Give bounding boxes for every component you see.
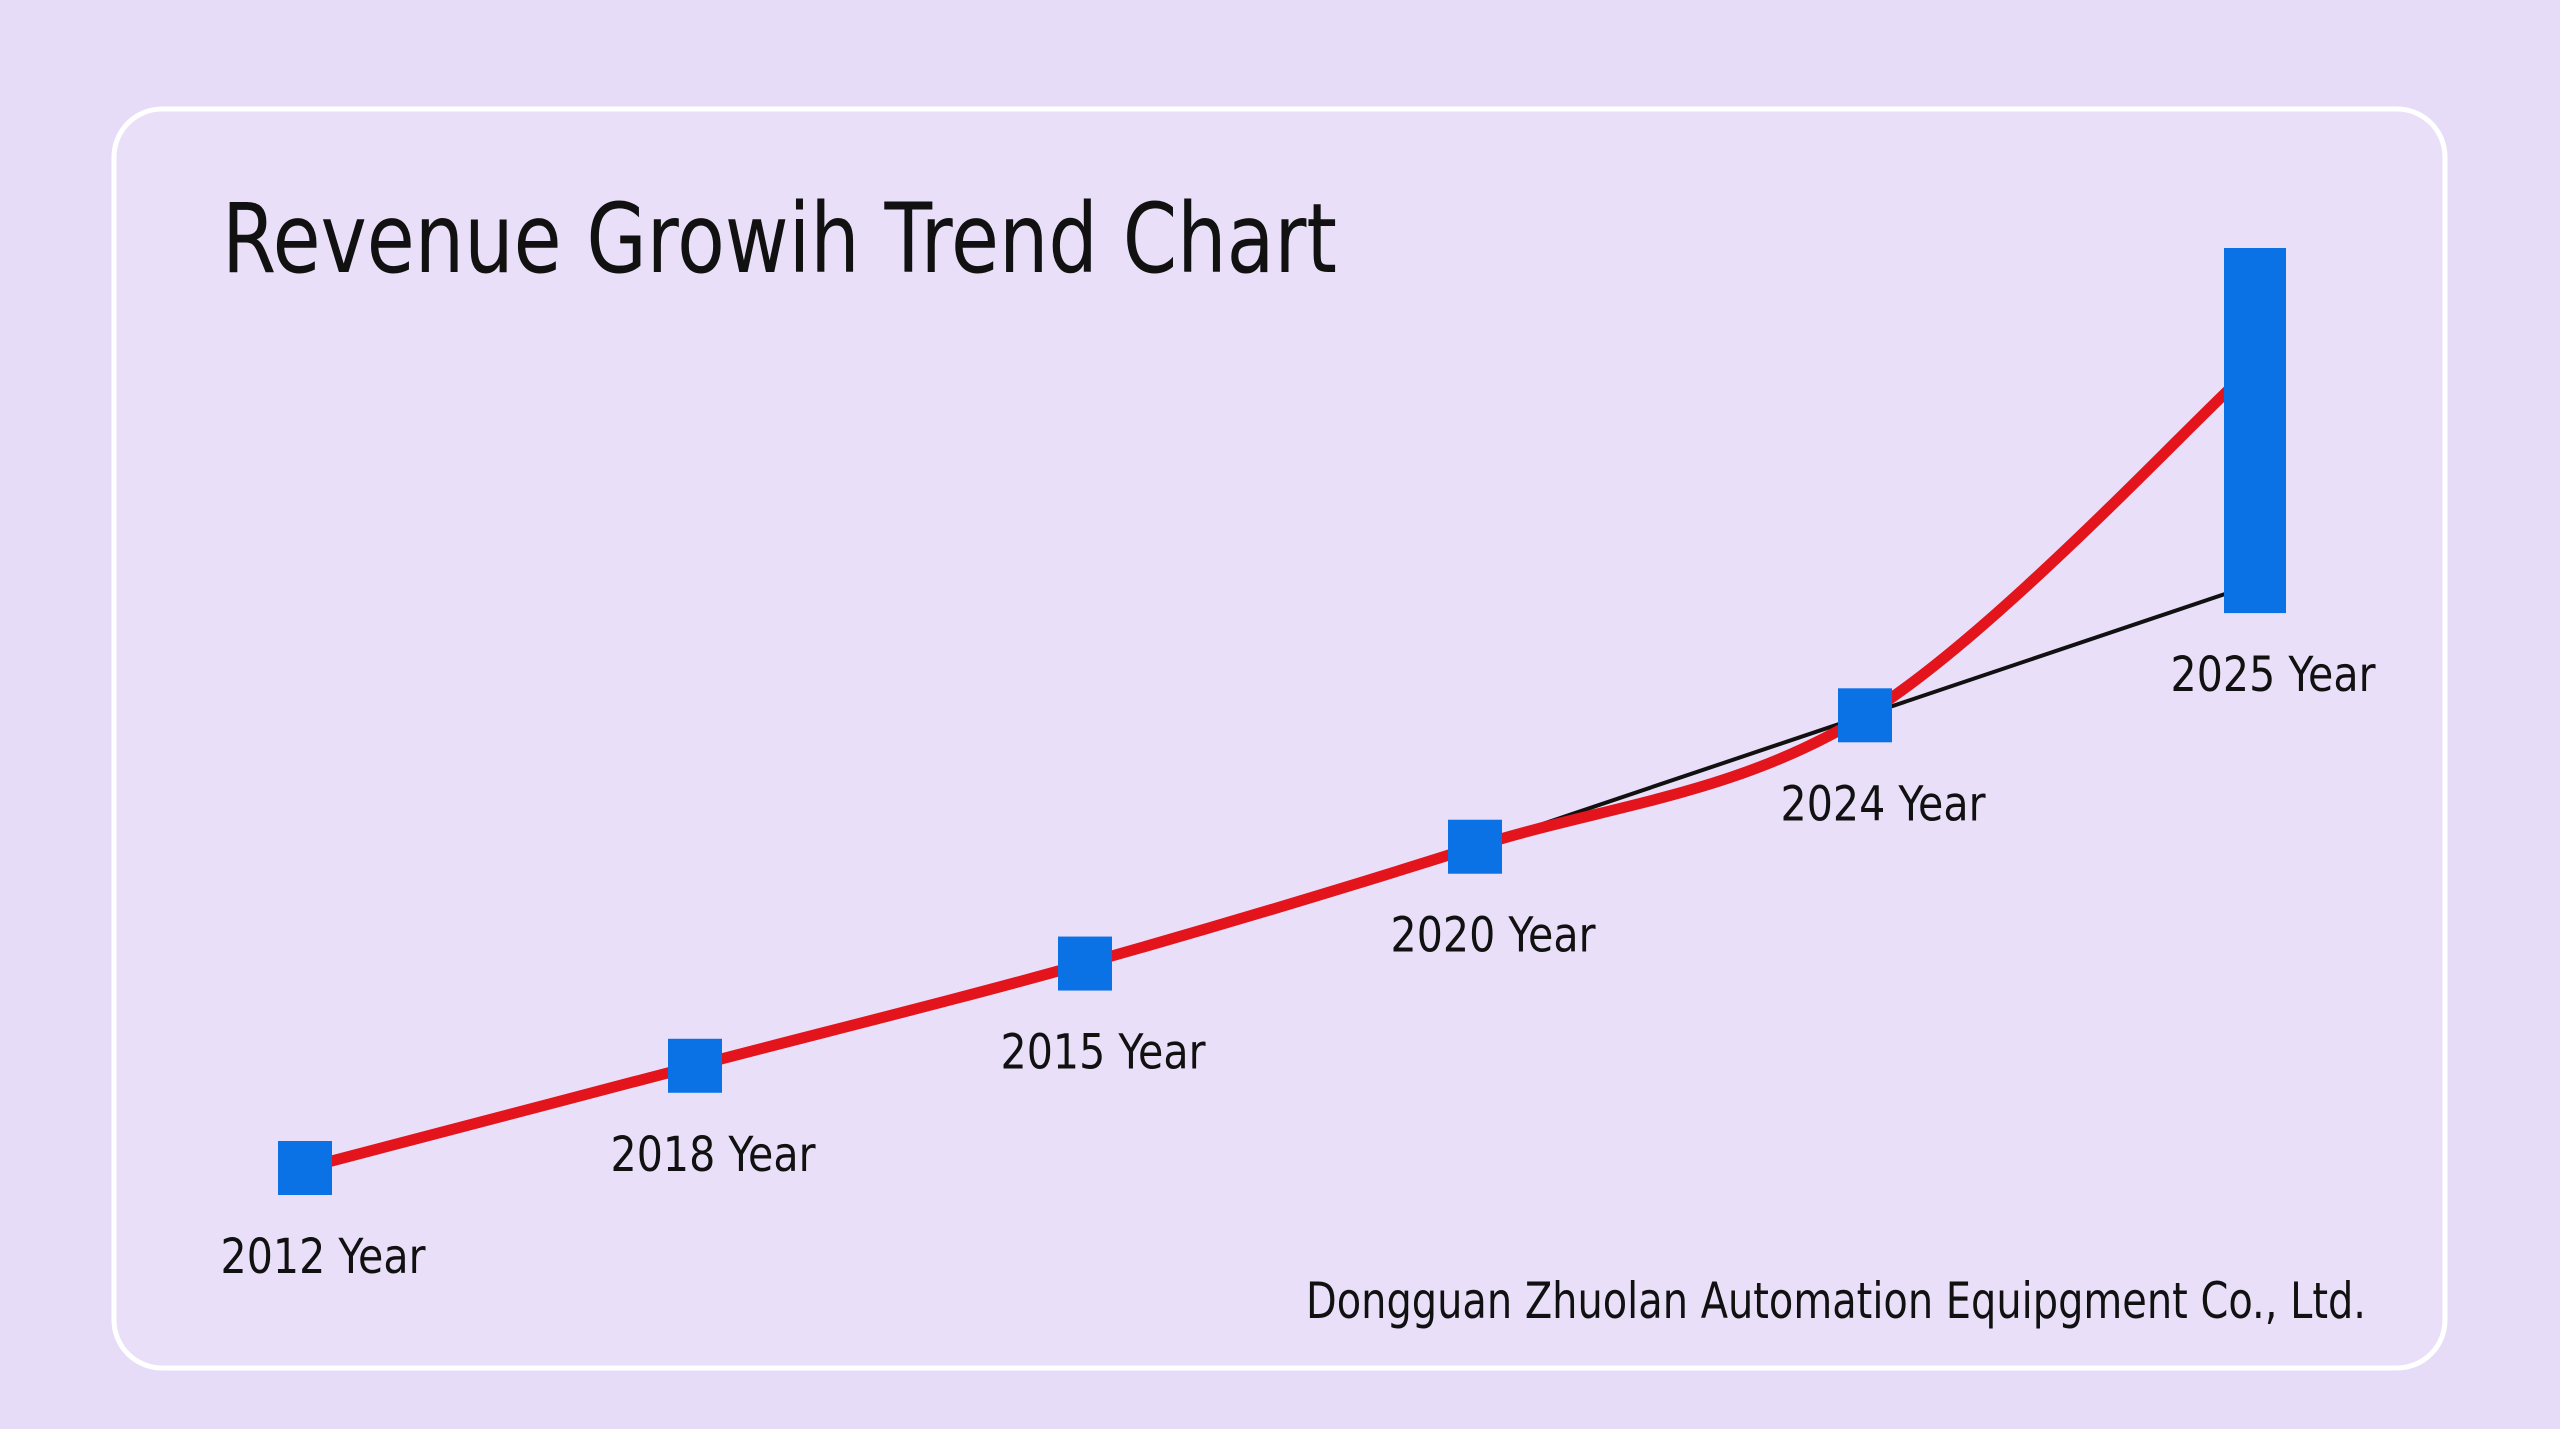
chart-title: Revenue Growih Trend Chart — [222, 183, 1337, 295]
marker — [1838, 688, 1892, 743]
bar — [2224, 248, 2286, 614]
x-label: 2025 Year — [2171, 647, 2376, 703]
marker — [1448, 819, 1502, 874]
marker — [668, 1038, 722, 1093]
x-label: 2015 Year — [1001, 1025, 1206, 1081]
x-label: 2012 Year — [221, 1229, 426, 1285]
trend-curve — [299, 359, 2261, 1174]
x-label: 2018 Year — [611, 1127, 816, 1183]
footer: Dongguan Zhuolan Automation Equipgment C… — [1306, 1272, 2366, 1330]
x-label: 2020 Year — [1391, 908, 1596, 964]
marker — [1058, 936, 1112, 991]
x-label: 2024 Year — [1781, 776, 1986, 832]
marker — [278, 1141, 332, 1195]
card — [111, 106, 2448, 1371]
